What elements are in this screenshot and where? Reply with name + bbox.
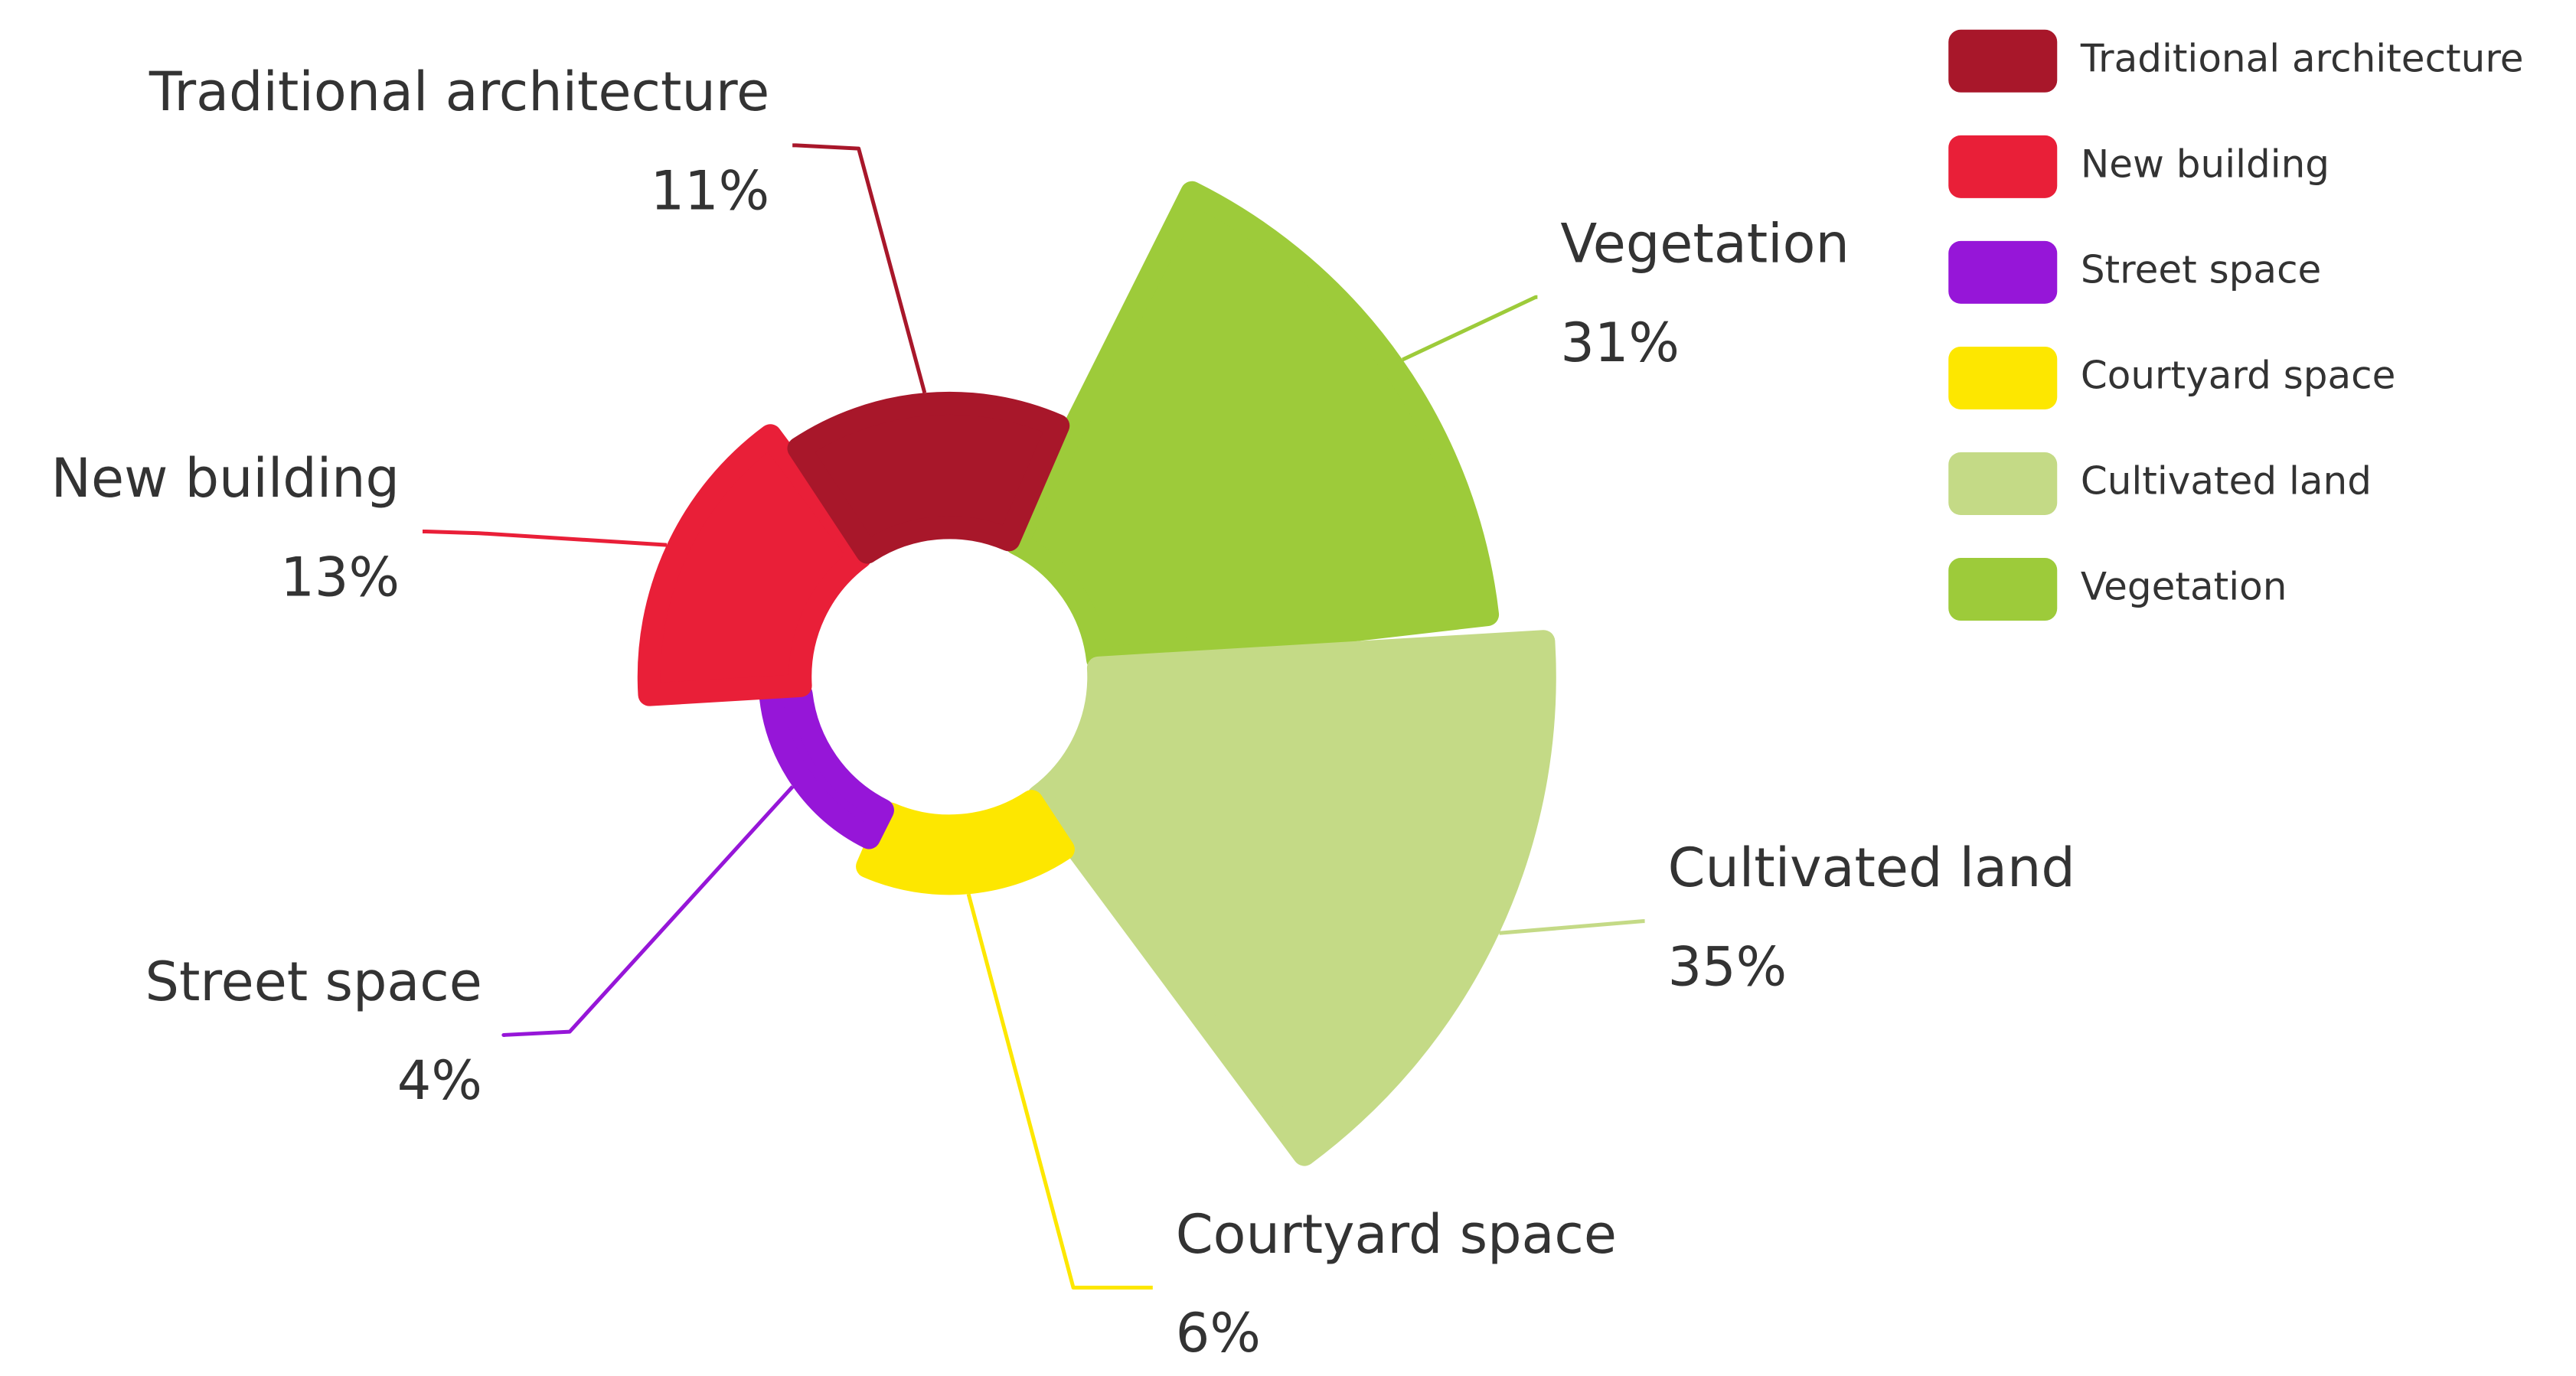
legend-swatch[interactable] bbox=[1948, 452, 2058, 516]
legend-swatch[interactable] bbox=[1948, 240, 2058, 304]
rose-slice bbox=[787, 391, 1070, 564]
label-line bbox=[501, 785, 795, 1037]
legend-label[interactable]: Traditional architecture bbox=[2080, 36, 2524, 80]
slice-value-label: 4% bbox=[397, 1049, 482, 1112]
legend-label[interactable]: Courtyard space bbox=[2081, 353, 2396, 397]
slice-label: Vegetation bbox=[1560, 213, 1849, 276]
slice-value-label: 11% bbox=[651, 160, 770, 223]
legend-swatch[interactable] bbox=[1948, 346, 2058, 409]
slice-label: Courtyard space bbox=[1176, 1203, 1617, 1266]
slice-value-label: 31% bbox=[1560, 311, 1680, 374]
slice-label: Street space bbox=[145, 950, 482, 1013]
rose-slice bbox=[637, 424, 873, 706]
slice-label: New building bbox=[51, 447, 400, 510]
rose-slice bbox=[1027, 630, 1556, 1166]
label-line bbox=[1499, 919, 1645, 935]
slice-value-label: 35% bbox=[1668, 935, 1788, 998]
label-line bbox=[422, 530, 668, 547]
legend-swatch[interactable] bbox=[1948, 558, 2058, 621]
slice-label: Traditional architecture bbox=[149, 60, 769, 123]
rose-slice bbox=[856, 790, 1075, 895]
label-line bbox=[792, 143, 927, 393]
legend-swatch[interactable] bbox=[1948, 29, 2058, 93]
legend-label[interactable]: Vegetation bbox=[2081, 565, 2287, 609]
label-line bbox=[966, 893, 1153, 1290]
rose-slice bbox=[1004, 181, 1500, 671]
legend-swatch[interactable] bbox=[1948, 135, 2058, 198]
rose-slice bbox=[759, 682, 894, 849]
label-line bbox=[1402, 295, 1538, 362]
slice-value-label: 13% bbox=[280, 546, 400, 608]
legend-label[interactable]: Cultivated land bbox=[2081, 459, 2372, 504]
slice-value-label: 6% bbox=[1176, 1302, 1261, 1365]
legend-label[interactable]: Street space bbox=[2081, 247, 2322, 292]
legend-label[interactable]: New building bbox=[2081, 142, 2330, 186]
slice-label: Cultivated land bbox=[1668, 836, 2075, 899]
